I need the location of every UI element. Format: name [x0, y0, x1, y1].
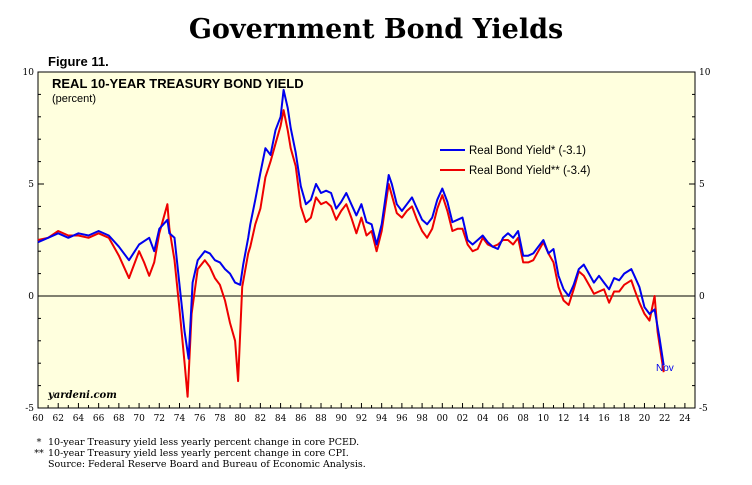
x-tick-label: 96 — [396, 414, 408, 424]
y-tick-label-left: 5 — [28, 180, 34, 190]
footnote-text: Source: Federal Reserve Board and Bureau… — [48, 459, 366, 470]
footnote-cpi: ** 10-year Treasury yield less yearly pe… — [30, 448, 366, 459]
y-tick-label-right: -5 — [699, 404, 708, 414]
series-line-cpi — [37, 109, 665, 398]
x-tick-label: 68 — [113, 414, 125, 424]
x-tick-label: 06 — [497, 414, 509, 424]
y-tick-label-left: -5 — [25, 404, 34, 414]
watermark: yardeni.com — [47, 390, 117, 401]
x-tick-label: 82 — [255, 414, 266, 424]
legend: Real Bond Yield* (-3.1) Real Bond Yield*… — [440, 145, 591, 177]
x-tick-label: 74 — [174, 414, 186, 424]
x-tick-label: 02 — [457, 414, 468, 424]
x-tick-label: 22 — [659, 414, 670, 424]
x-tick-label: 76 — [194, 414, 206, 424]
x-tick-label: 80 — [234, 414, 246, 424]
x-tick-label: 16 — [598, 414, 610, 424]
x-tick-label: 10 — [538, 414, 550, 424]
x-tick-label: 94 — [376, 414, 388, 424]
x-tick-label: 64 — [73, 414, 85, 424]
footnote-mark: ** — [34, 448, 44, 459]
x-tick-label: 18 — [619, 414, 631, 424]
x-tick-label: 12 — [558, 414, 569, 424]
footnote-mark — [30, 459, 48, 470]
chart-subtitle: (percent) — [52, 93, 96, 105]
y-axis-ticks: -5 -5 0 0 5 5 10 10 — [23, 68, 711, 414]
plot-background — [37, 71, 696, 409]
x-tick-label: 14 — [578, 414, 590, 424]
x-tick-label: 72 — [154, 414, 165, 424]
x-tick-label: 60 — [32, 414, 44, 424]
x-tick-label: 92 — [356, 414, 367, 424]
legend-label-pced: Real Bond Yield* (-3.1) — [469, 145, 586, 157]
footnote-text: 10-year Treasury yield less yearly perce… — [48, 437, 360, 448]
x-tick-label: 66 — [93, 414, 105, 424]
x-tick-label: 86 — [295, 414, 307, 424]
x-tick-label: 70 — [133, 414, 145, 424]
x-tick-label: 78 — [214, 414, 226, 424]
series-line-pced — [37, 88, 665, 366]
footnote-text: 10-year Treasury yield less yearly perce… — [48, 448, 349, 459]
y-tick-label-left: 0 — [28, 292, 34, 302]
x-tick-label: 20 — [639, 414, 651, 424]
nov-annotation: Nov — [656, 363, 674, 374]
footnote-mark: * — [36, 437, 42, 448]
series-layer — [37, 88, 665, 398]
y-tick-label-right: 10 — [699, 68, 711, 78]
footnote-pced: * 10-year Treasury yield less yearly per… — [30, 437, 366, 448]
x-axis-ticks: 60 62 64 66 68 70 72 74 76 78 80 82 84 86 88 90 92 94 96 98… — [32, 403, 691, 424]
footnotes: * 10-year Treasury yield less yearly per… — [30, 437, 366, 470]
page-title: Government Bond Yields — [188, 14, 564, 45]
x-tick-label: 24 — [679, 414, 691, 424]
chart-title: REAL 10-YEAR TREASURY BOND YIELD — [52, 76, 304, 91]
y-tick-label-right: 5 — [699, 180, 705, 190]
x-tick-label: 04 — [477, 414, 489, 424]
x-tick-label: 08 — [517, 414, 529, 424]
x-tick-label: 84 — [275, 414, 287, 424]
y-tick-label-right: 0 — [699, 292, 705, 302]
figure-label: Figure 11. — [48, 54, 109, 69]
x-tick-label: 62 — [52, 414, 63, 424]
x-tick-label: 88 — [315, 414, 327, 424]
footnote-source: Source: Federal Reserve Board and Bureau… — [30, 459, 366, 470]
x-tick-label: 00 — [437, 414, 449, 424]
legend-label-cpi: Real Bond Yield** (-3.4) — [469, 165, 591, 177]
x-tick-label: 90 — [336, 414, 348, 424]
x-tick-label: 98 — [416, 414, 428, 424]
y-tick-label-left: 10 — [23, 68, 35, 78]
